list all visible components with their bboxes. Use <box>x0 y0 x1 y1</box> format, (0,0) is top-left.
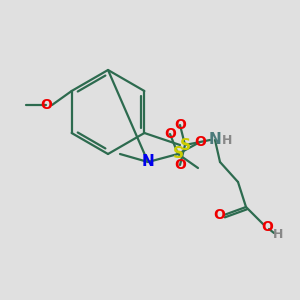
Text: O: O <box>174 118 186 132</box>
Text: O: O <box>194 135 206 149</box>
Text: N: N <box>208 133 221 148</box>
Text: O: O <box>261 220 273 234</box>
Text: O: O <box>40 98 52 112</box>
Text: N: N <box>142 154 154 169</box>
Text: H: H <box>273 229 283 242</box>
Text: S: S <box>172 146 184 161</box>
Text: O: O <box>164 127 176 141</box>
Text: S: S <box>179 137 191 152</box>
Text: H: H <box>222 134 232 146</box>
Text: O: O <box>174 158 186 172</box>
Text: O: O <box>213 208 225 222</box>
